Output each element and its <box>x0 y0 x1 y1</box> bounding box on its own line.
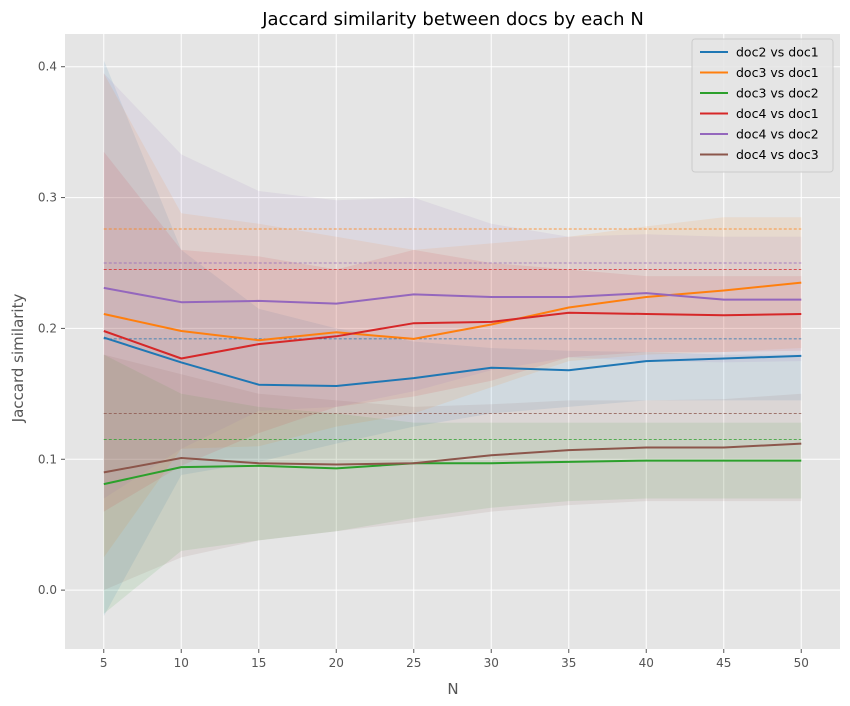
chart-title: Jaccard similarity between docs by each … <box>261 9 644 30</box>
band-doc4-vs-doc2 <box>103 73 802 499</box>
x-tick-label: 10 <box>174 656 189 670</box>
y-tick-label: 0.1 <box>38 452 57 466</box>
legend-label: doc3 vs doc1 <box>736 65 819 80</box>
series-line-doc3-vs-doc2 <box>103 459 802 486</box>
x-tick-label: 30 <box>484 656 499 670</box>
x-tick-label: 40 <box>639 656 654 670</box>
y-tick-label: 0.2 <box>38 321 57 335</box>
legend-label: doc4 vs doc2 <box>736 127 819 142</box>
x-tick-label: 35 <box>561 656 576 670</box>
x-axis-label: N <box>447 680 458 698</box>
mean-lines <box>103 228 802 441</box>
y-axis-label: Jaccard similarity <box>9 294 27 424</box>
y-tick-label: 0.3 <box>38 191 57 205</box>
x-tick-label: 20 <box>329 656 344 670</box>
series-lines <box>103 281 802 486</box>
x-tick-label: 5 <box>100 656 108 670</box>
y-axis: 0.0 0.1 0.2 0.3 0.4 <box>38 60 65 597</box>
legend-label: doc4 vs doc1 <box>736 106 819 121</box>
band-doc3-vs-doc1 <box>103 73 802 558</box>
series-line-doc4-vs-doc2 <box>103 286 802 305</box>
legend: doc2 vs doc1 doc3 vs doc1 doc3 vs doc2 doc4… <box>691 38 834 173</box>
series-line-doc3-vs-doc1 <box>103 281 802 342</box>
legend-label: doc2 vs doc1 <box>736 45 819 60</box>
y-tick-label: 0.4 <box>38 60 57 74</box>
band-doc3-vs-doc2 <box>103 354 802 614</box>
x-tick-label: 50 <box>794 656 809 670</box>
series-line-doc4-vs-doc3 <box>103 442 802 474</box>
x-axis: 5 10 15 20 25 30 35 40 45 50 <box>100 649 809 670</box>
band-doc4-vs-doc3 <box>103 354 802 591</box>
y-tick-label: 0.0 <box>38 583 57 597</box>
legend-label: doc4 vs doc3 <box>736 147 819 162</box>
x-tick-label: 45 <box>716 656 731 670</box>
legend-label: doc3 vs doc2 <box>736 86 819 101</box>
series-line-doc2-vs-doc1 <box>103 336 802 387</box>
x-tick-label: 25 <box>406 656 421 670</box>
series-line-doc4-vs-doc1 <box>103 311 802 360</box>
x-tick-label: 15 <box>251 656 266 670</box>
